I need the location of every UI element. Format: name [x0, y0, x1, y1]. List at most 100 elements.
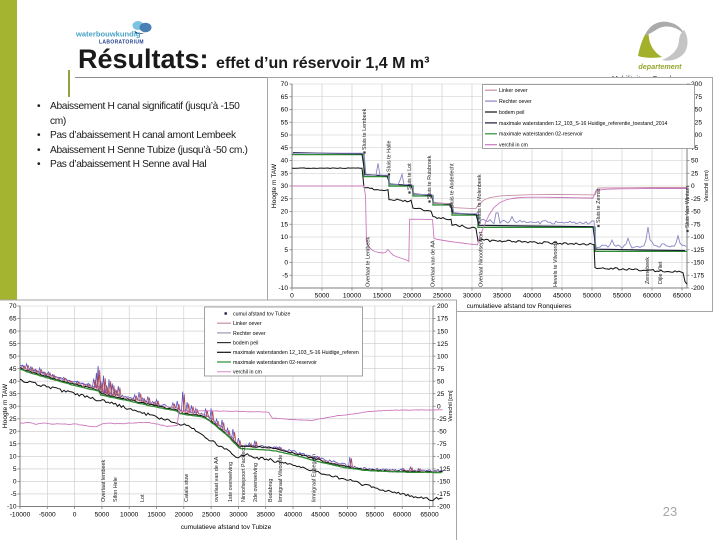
svg-text:Dijle Vliet: Dijle Vliet [658, 261, 664, 284]
svg-text:45000: 45000 [311, 512, 330, 519]
svg-text:25000: 25000 [202, 512, 221, 519]
svg-text:Sluis te Ruisbroek: Sluis te Ruisbroek [427, 155, 433, 199]
svg-text:55: 55 [9, 341, 17, 348]
svg-text:Ninoofsepoort Pacheco: Ninoofsepoort Pacheco [241, 446, 247, 502]
svg-text:200: 200 [691, 81, 702, 88]
svg-text:Linker oever: Linker oever [233, 321, 262, 327]
svg-text:LABORATORIUM: LABORATORIUM [99, 40, 144, 46]
svg-text:55000: 55000 [613, 293, 632, 300]
svg-text:60: 60 [281, 107, 289, 114]
svg-text:200: 200 [437, 303, 448, 310]
svg-text:Linker oever: Linker oever [499, 88, 528, 94]
svg-text:bodem peil: bodem peil [499, 110, 524, 116]
svg-text:Overlaat van de AA: Overlaat van de AA [431, 240, 437, 287]
svg-text:waterbouwkundig: waterbouwkundig [75, 30, 141, 39]
svg-text:40000: 40000 [523, 293, 542, 300]
svg-text:limnigraaf Eppegem: limnigraaf Eppegem [312, 454, 318, 502]
svg-text:-10: -10 [278, 285, 288, 292]
svg-text:60000: 60000 [393, 512, 412, 519]
svg-text:Sluis te Zemst: Sluis te Zemst [596, 188, 602, 223]
svg-text:Hoogte m TAW: Hoogte m TAW [271, 163, 278, 208]
svg-text:65: 65 [281, 94, 289, 101]
svg-text:0: 0 [290, 293, 294, 300]
svg-text:25000: 25000 [433, 293, 452, 300]
svg-text:50: 50 [691, 158, 699, 165]
svg-text:limnigraaf Vilvoorde: limnigraaf Vilvoorde [278, 455, 284, 502]
svg-text:maximale waterstanden 02-reser: maximale waterstanden 02-reservoir [499, 132, 583, 138]
svg-text:-25: -25 [437, 416, 447, 423]
svg-text:-100: -100 [691, 234, 705, 241]
svg-text:50000: 50000 [338, 512, 357, 519]
svg-text:Sluis te Halle: Sluis te Halle [387, 141, 393, 172]
svg-text:5000: 5000 [315, 293, 330, 300]
svg-text:0: 0 [691, 183, 695, 190]
svg-text:-200: -200 [691, 285, 705, 292]
svg-text:-175: -175 [437, 491, 451, 498]
svg-text:Sluis te Anderlecht: Sluis te Anderlecht [450, 163, 456, 208]
svg-text:10: 10 [9, 454, 17, 461]
svg-text:-50: -50 [691, 209, 701, 216]
svg-text:50: 50 [437, 378, 445, 385]
svg-text:60000: 60000 [643, 293, 662, 300]
svg-text:0: 0 [73, 512, 77, 519]
svg-text:70: 70 [281, 81, 289, 88]
svg-text:-5000: -5000 [39, 512, 56, 519]
svg-text:Overlaat Ninoofsepoort: Overlaat Ninoofsepoort [479, 231, 485, 287]
svg-text:-10: -10 [7, 504, 17, 511]
svg-text:35000: 35000 [493, 293, 512, 300]
svg-text:10000: 10000 [120, 512, 139, 519]
svg-text:Rechter oever: Rechter oever [233, 331, 266, 337]
svg-text:Budabrug: Budabrug [268, 479, 274, 502]
svg-text:Catala stuw: Catala stuw [184, 474, 190, 502]
svg-text:55: 55 [281, 119, 289, 126]
svg-text:-10000: -10000 [10, 512, 31, 519]
svg-text:175: 175 [437, 316, 448, 323]
svg-text:40000: 40000 [284, 512, 303, 519]
svg-text:-50: -50 [437, 429, 447, 436]
svg-text:15: 15 [9, 441, 17, 448]
svg-text:overlaat van de AA: overlaat van de AA [214, 456, 220, 502]
svg-text:25: 25 [437, 391, 445, 398]
svg-text:175: 175 [691, 94, 702, 101]
svg-text:maximale waterstanden 12_103_S: maximale waterstanden 12_103_S-16 Huidig… [499, 121, 668, 127]
svg-text:70: 70 [9, 303, 17, 310]
svg-text:Sluis Van Wintam: Sluis Van Wintam [685, 185, 691, 228]
svg-text:cumul afstand tov Tubize: cumul afstand tov Tubize [233, 311, 290, 317]
svg-text:Hevels te Vilvoorde: Hevels te Vilvoorde [553, 241, 559, 287]
svg-text:Verschil (cm): Verschil (cm) [704, 170, 710, 202]
svg-text:-150: -150 [691, 260, 705, 267]
svg-text:30000: 30000 [229, 512, 248, 519]
svg-text:20000: 20000 [175, 512, 194, 519]
svg-text:30000: 30000 [463, 293, 482, 300]
svg-text:Overlaat lembeek: Overlaat lembeek [101, 459, 107, 502]
svg-text:10: 10 [281, 234, 289, 241]
svg-text:10000: 10000 [343, 293, 362, 300]
svg-text:100: 100 [437, 353, 448, 360]
svg-text:verchil in cm: verchil in cm [233, 370, 262, 376]
svg-text:35: 35 [281, 170, 289, 177]
svg-text:15000: 15000 [147, 512, 166, 519]
svg-text:30: 30 [281, 183, 289, 190]
svg-text:2de overwelving: 2de overwelving [253, 463, 259, 502]
svg-text:15000: 15000 [373, 293, 392, 300]
svg-text:Sluis te Lot: Sluis te Lot [407, 163, 413, 190]
svg-text:Rechter oever: Rechter oever [499, 99, 532, 105]
svg-text:65000: 65000 [673, 293, 692, 300]
svg-text:maximale waterstanden 12_103_S: maximale waterstanden 12_103_S-16 Huidig… [233, 350, 359, 356]
svg-text:60: 60 [9, 328, 17, 335]
svg-text:5: 5 [13, 466, 17, 473]
svg-text:125: 125 [691, 119, 702, 126]
svg-text:-125: -125 [437, 466, 451, 473]
svg-text:50000: 50000 [583, 293, 602, 300]
svg-text:65: 65 [9, 316, 17, 323]
svg-text:50: 50 [9, 353, 17, 360]
svg-text:55000: 55000 [366, 512, 385, 519]
svg-text:25: 25 [9, 416, 17, 423]
svg-text:40: 40 [9, 378, 17, 385]
svg-text:Lot: Lot [140, 494, 146, 502]
svg-text:40: 40 [281, 158, 289, 165]
svg-text:bodem peil: bodem peil [233, 341, 258, 347]
svg-text:1ste overwelving: 1ste overwelving [228, 462, 234, 502]
svg-text:100: 100 [691, 132, 702, 139]
svg-text:-125: -125 [691, 247, 705, 254]
